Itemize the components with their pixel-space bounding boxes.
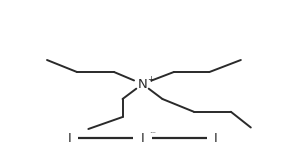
Text: N: N <box>138 78 147 90</box>
Text: ·⁻: ·⁻ <box>149 129 156 138</box>
Text: +: + <box>147 75 154 84</box>
Text: I: I <box>213 132 217 144</box>
Text: I: I <box>141 132 144 144</box>
Text: I: I <box>68 132 72 144</box>
